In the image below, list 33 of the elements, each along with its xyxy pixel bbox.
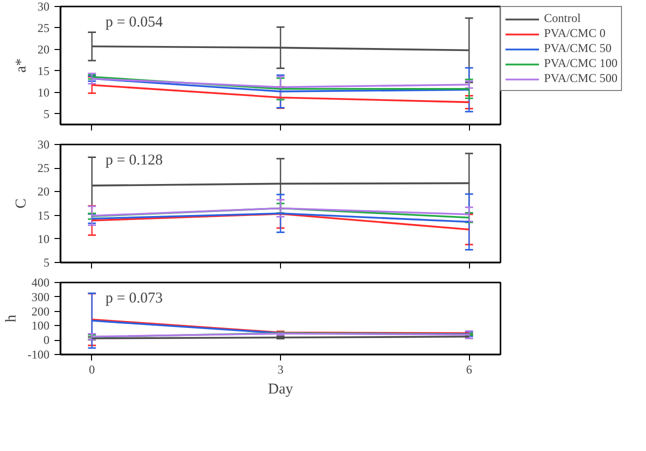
y-tick-label: 25 bbox=[38, 20, 50, 35]
y-axis-title: a* bbox=[14, 58, 30, 73]
legend-label: PVA/CMC 50 bbox=[544, 41, 612, 56]
y-axis-title: C bbox=[14, 198, 30, 208]
y-tick-label: 30 bbox=[38, 138, 50, 152]
y-tick-label: 10 bbox=[38, 85, 50, 100]
y-tick-label: 300 bbox=[32, 290, 50, 304]
y-tick-label: 10 bbox=[38, 232, 50, 246]
x-tick-label: 3 bbox=[278, 362, 284, 376]
annotation: p = 0.073 bbox=[106, 290, 163, 306]
y-axis-title: h bbox=[4, 314, 20, 322]
annotation: p = 0.054 bbox=[106, 14, 164, 30]
y-tick-label: 400 bbox=[32, 276, 50, 290]
y-tick-label: 100 bbox=[32, 318, 50, 333]
x-axis-title: Day bbox=[268, 382, 294, 398]
annotation: p = 0.128 bbox=[106, 152, 163, 168]
y-tick-label: 20 bbox=[38, 184, 50, 199]
x-tick-label: 6 bbox=[466, 362, 472, 376]
y-tick-label: 25 bbox=[38, 161, 50, 176]
legend-label: PVA/CMC 0 bbox=[544, 26, 606, 41]
y-tick-label: 15 bbox=[38, 64, 50, 78]
y-tick-label: 5 bbox=[44, 256, 50, 270]
legend-label: Control bbox=[544, 11, 581, 26]
y-tick-label: 0 bbox=[44, 333, 50, 348]
y-tick-label: 20 bbox=[38, 42, 50, 56]
legend-label: PVA/CMC 500 bbox=[544, 71, 618, 86]
y-tick-label: 15 bbox=[38, 208, 50, 222]
y-tick-label: 30 bbox=[38, 0, 50, 14]
x-tick-label: 0 bbox=[88, 362, 95, 376]
y-tick-label: 200 bbox=[32, 304, 50, 318]
legend-label: PVA/CMC 100 bbox=[544, 56, 618, 71]
y-tick-label: 5 bbox=[44, 106, 50, 121]
y-tick-label: -100 bbox=[28, 348, 50, 362]
